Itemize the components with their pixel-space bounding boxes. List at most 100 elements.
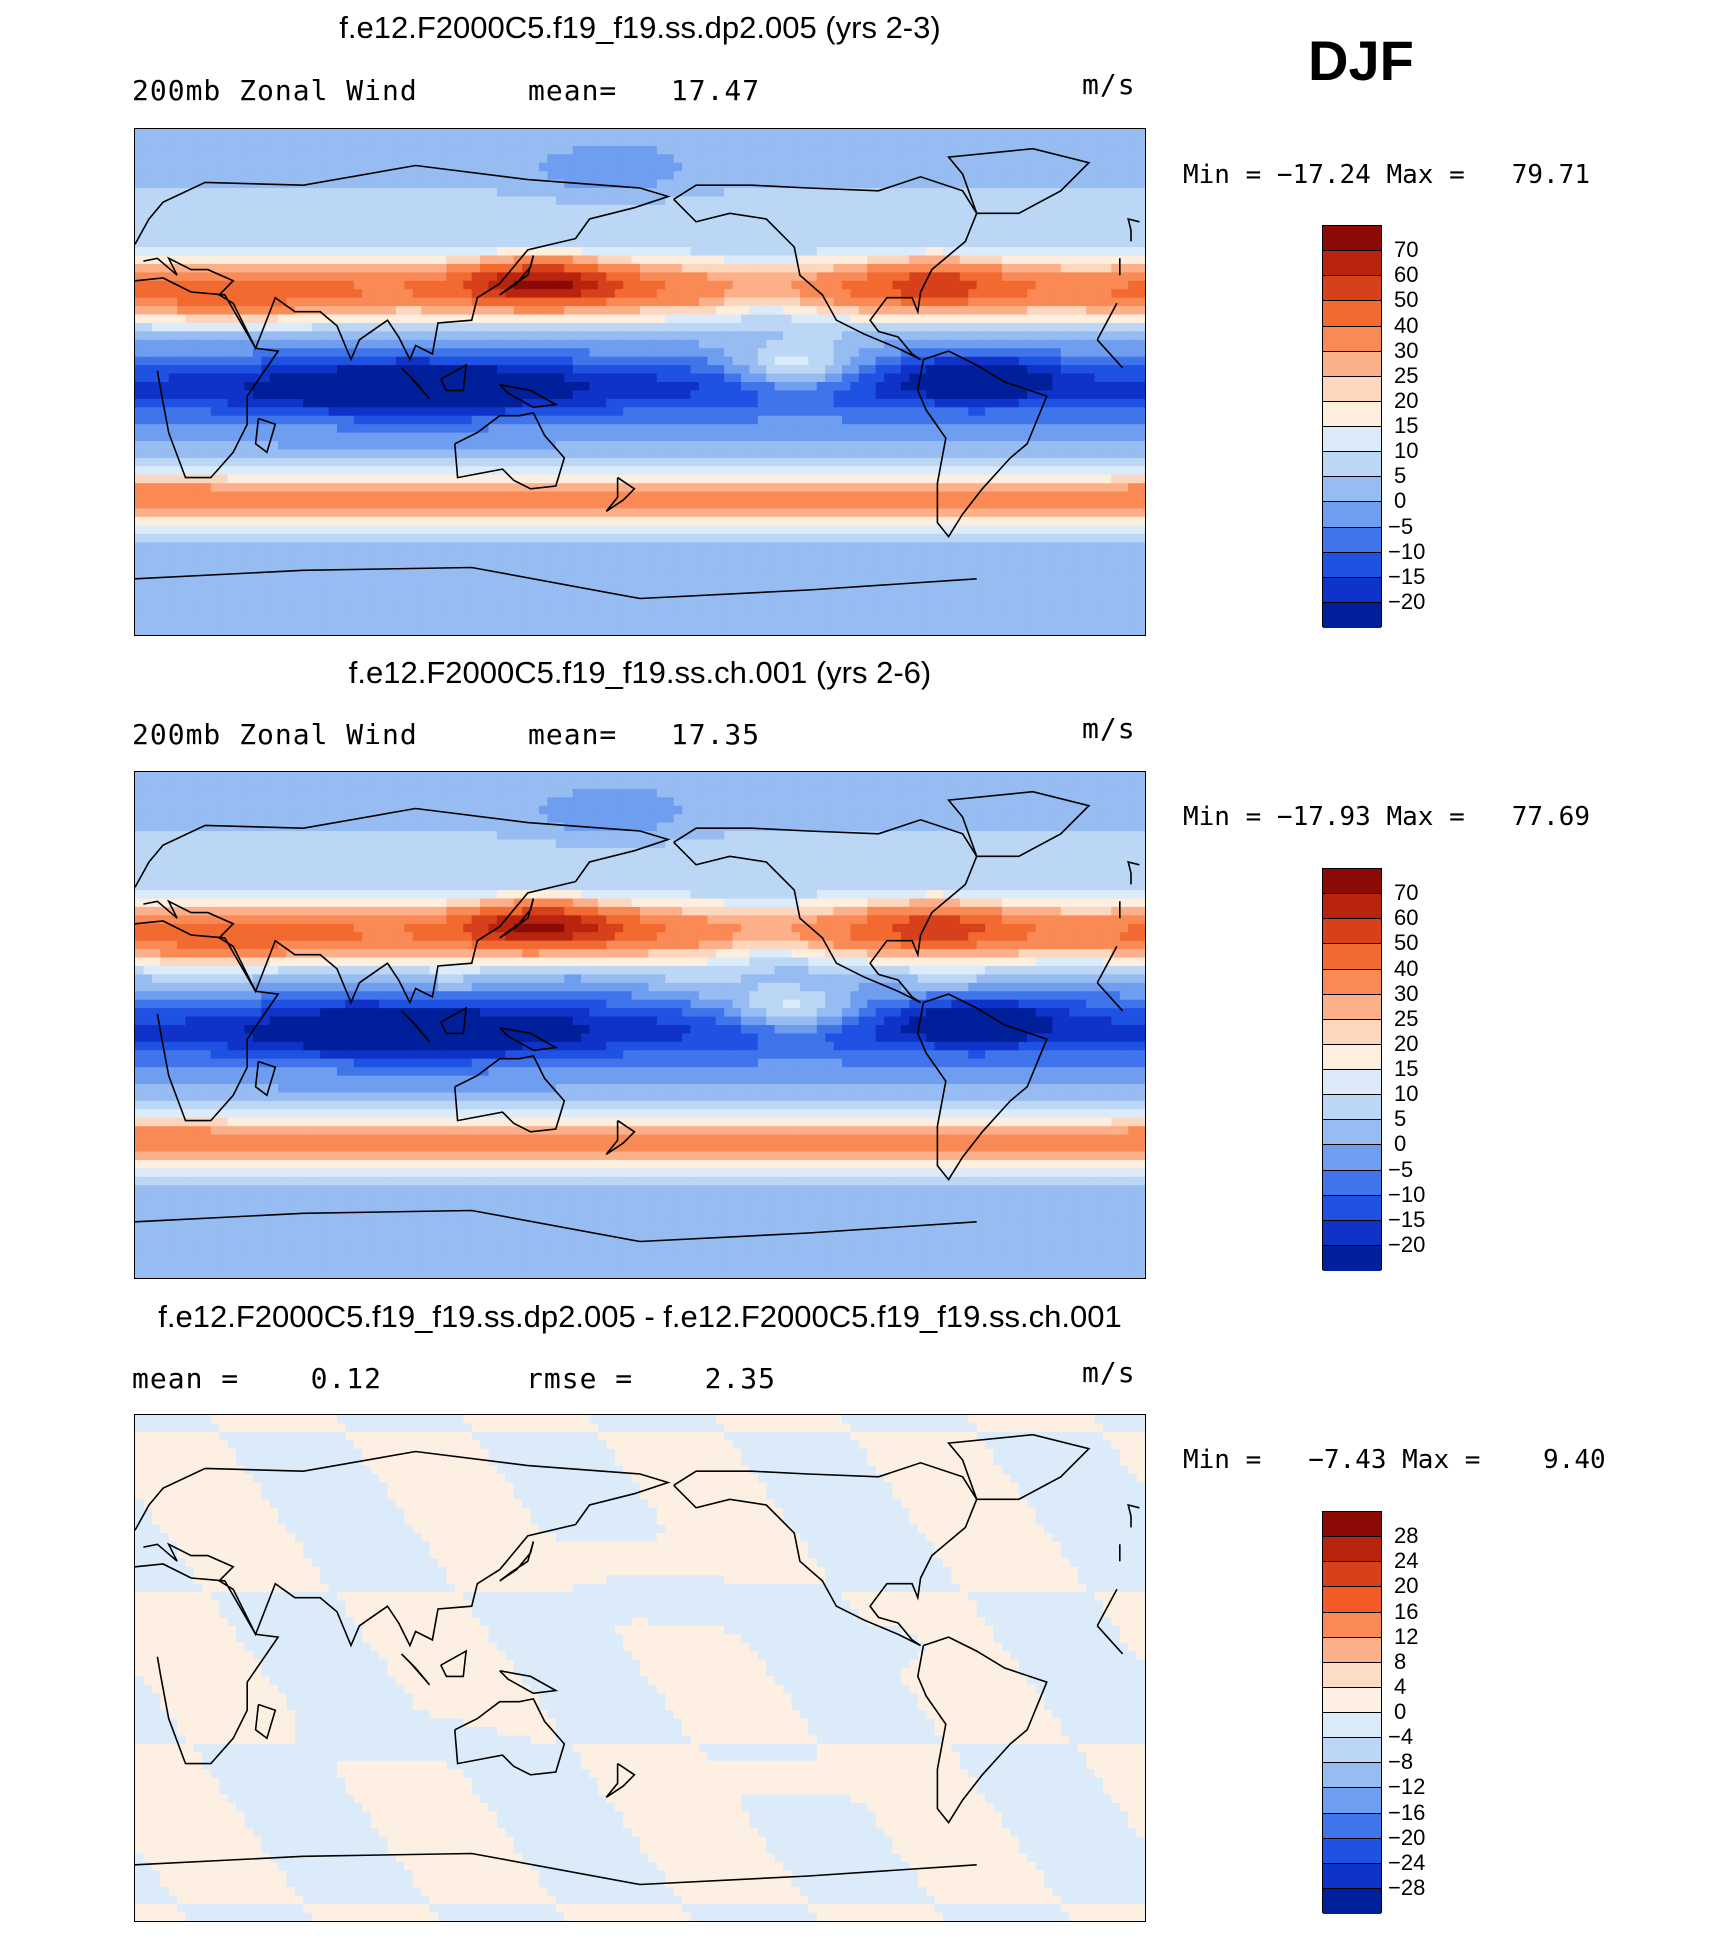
coastline xyxy=(135,277,1124,479)
colorbar-segment xyxy=(1323,226,1381,252)
coastline xyxy=(499,898,535,939)
coastline xyxy=(673,1461,978,1647)
colorbar-tick-label: −20 xyxy=(1388,1825,1425,1851)
colorbar-tick-label: 12 xyxy=(1394,1624,1418,1650)
coastline xyxy=(254,1703,277,1740)
zonal-wind-map xyxy=(135,129,1145,635)
colorbar-segment xyxy=(1323,1145,1381,1171)
coastline xyxy=(499,1027,559,1052)
coastlines xyxy=(135,1433,1140,1886)
colorbar-tick-label: −10 xyxy=(1388,1182,1425,1208)
panel-title: f.e12.F2000C5.f19_f19.ss.ch.001 (yrs 2-6… xyxy=(134,655,1146,691)
min-max-label: Min = −17.93 Max = 77.69 xyxy=(1183,802,1590,832)
colorbar-segment xyxy=(1323,1095,1381,1121)
map-panel-1 xyxy=(134,128,1146,636)
coastline xyxy=(1127,1503,1140,1528)
coastline xyxy=(916,993,1048,1181)
coastline xyxy=(254,1060,277,1097)
panel-title: f.e12.F2000C5.f19_f19.ss.dp2.005 - f.e12… xyxy=(40,1299,1240,1335)
coastline xyxy=(673,818,978,1004)
colorbar-tick-label: −28 xyxy=(1388,1875,1425,1901)
colorbar-segment xyxy=(1323,502,1381,528)
colorbar-tick-label: 20 xyxy=(1394,388,1418,414)
colorbar-segment xyxy=(1323,427,1381,453)
colorbar-segment xyxy=(1323,1120,1381,1146)
colorbar-segment xyxy=(1323,1587,1381,1613)
coastline xyxy=(1127,860,1140,885)
colorbar-tick-label: −20 xyxy=(1388,1232,1425,1258)
colorbar-segment xyxy=(1323,1687,1381,1713)
coastline xyxy=(440,363,468,392)
coastline xyxy=(454,411,566,490)
colorbar-segment xyxy=(1323,1195,1381,1221)
colorbar-tick-label: −5 xyxy=(1388,1157,1413,1183)
colorbar-tick-label: −16 xyxy=(1388,1800,1425,1826)
colorbar-segment xyxy=(1323,1738,1381,1764)
coastline xyxy=(947,1433,1091,1501)
colorbar-tick-label: 5 xyxy=(1394,463,1406,489)
colorbar-segment xyxy=(1323,969,1381,995)
colorbar-segment xyxy=(1323,1562,1381,1588)
colorbar-tick-label: 25 xyxy=(1394,1006,1418,1032)
colorbar-segment xyxy=(1323,1713,1381,1739)
colorbar-tick-label: 15 xyxy=(1394,413,1418,439)
colorbar-segment xyxy=(1323,1637,1381,1663)
colorbar-tick-label: −15 xyxy=(1388,564,1425,590)
coastline xyxy=(135,566,977,600)
season-label: DJF xyxy=(1308,28,1414,93)
colorbar-tick-label: 16 xyxy=(1394,1599,1418,1625)
mean-label: mean= 17.35 xyxy=(528,718,760,751)
coastline xyxy=(673,175,978,361)
field-label: 200mb Zonal Wind xyxy=(132,74,418,107)
colorbar-segment xyxy=(1323,326,1381,352)
coastline xyxy=(135,1209,977,1243)
units-label: m/s xyxy=(1082,68,1136,101)
field-label: 200mb Zonal Wind xyxy=(132,718,418,751)
colorbar-segment xyxy=(1323,1245,1381,1271)
map-panel-3 xyxy=(134,1414,1146,1922)
colorbar-segment xyxy=(1323,1220,1381,1246)
colorbar-tick-label: 0 xyxy=(1394,488,1406,514)
colorbar-tick-label: 0 xyxy=(1394,1699,1406,1725)
colorbar-tick-label: 30 xyxy=(1394,338,1418,364)
colorbar-segment xyxy=(1323,919,1381,945)
contour-fill xyxy=(135,129,1145,635)
map-panel-2 xyxy=(134,771,1146,1279)
colorbar-segment xyxy=(1323,1044,1381,1070)
min-max-label: Min = −7.43 Max = 9.40 xyxy=(1183,1445,1606,1475)
colorbar-segment xyxy=(1323,869,1381,895)
colorbar-segment xyxy=(1323,477,1381,503)
colorbar-tick-label: 25 xyxy=(1394,363,1418,389)
coastline xyxy=(605,476,636,512)
coastline xyxy=(947,147,1091,215)
coastline xyxy=(916,1636,1048,1824)
colorbar xyxy=(1322,1511,1382,1914)
colorbar-tick-label: −15 xyxy=(1388,1207,1425,1233)
colorbar xyxy=(1322,225,1382,628)
panel-title: f.e12.F2000C5.f19_f19.ss.dp2.005 (yrs 2-… xyxy=(134,10,1146,46)
colorbar-tick-label: −8 xyxy=(1388,1749,1413,1775)
coastline xyxy=(1127,217,1140,242)
colorbar-tick-label: 10 xyxy=(1394,438,1418,464)
colorbar-tick-label: −24 xyxy=(1388,1850,1425,1876)
coastline xyxy=(499,255,535,296)
colorbar-tick-label: −12 xyxy=(1388,1774,1425,1800)
colorbar-segment xyxy=(1323,351,1381,377)
colorbar-segment xyxy=(1323,1662,1381,1688)
rmse-label: rmse = 2.35 xyxy=(526,1362,776,1395)
units-label: m/s xyxy=(1082,1356,1136,1389)
colorbar-segment xyxy=(1323,301,1381,327)
colorbar-segment xyxy=(1323,401,1381,427)
min-max-label: Min = −17.24 Max = 79.71 xyxy=(1183,160,1590,190)
colorbar-segment xyxy=(1323,602,1381,628)
colorbar-tick-label: 70 xyxy=(1394,880,1418,906)
coastline xyxy=(499,1670,559,1695)
coastline xyxy=(605,1762,636,1798)
coastline xyxy=(499,1541,535,1582)
contour-fill xyxy=(135,1415,1145,1921)
coastline xyxy=(254,417,277,454)
coastline xyxy=(916,350,1048,538)
coastline xyxy=(605,1119,636,1155)
coastline xyxy=(400,1010,431,1043)
mean-label: mean= 17.47 xyxy=(528,74,760,107)
